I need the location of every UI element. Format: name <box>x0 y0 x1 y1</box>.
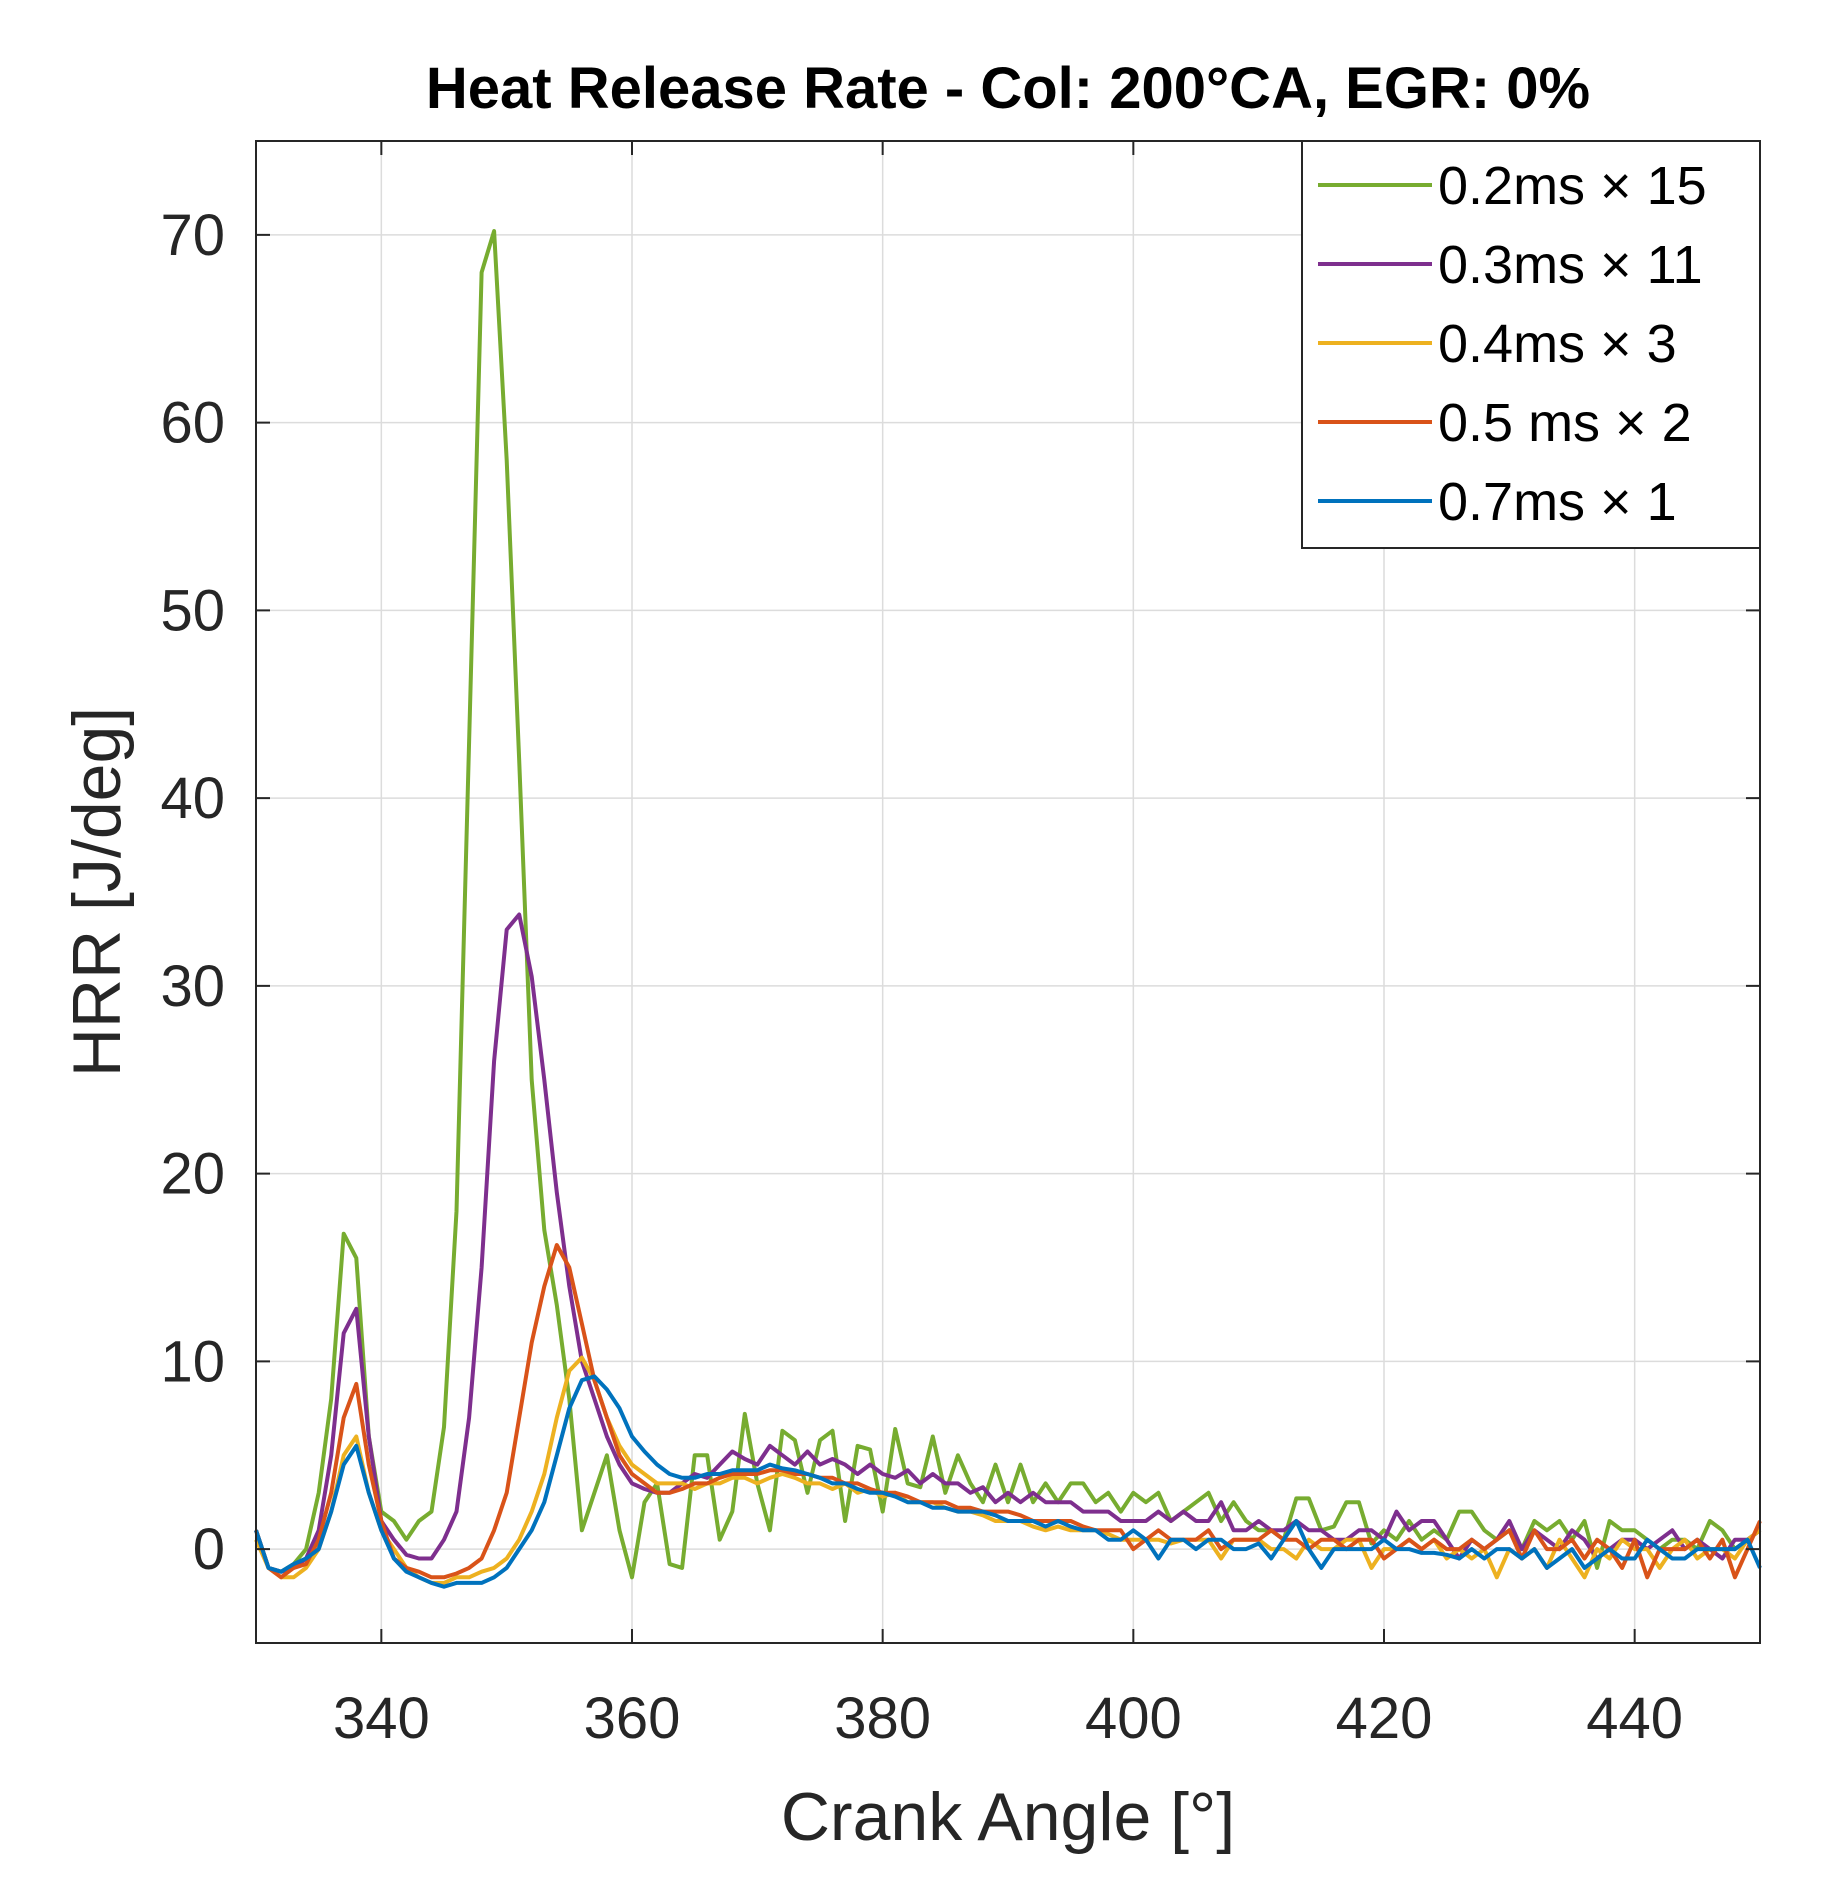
series-line-5 <box>254 1374 1762 1589</box>
chart-title: Heat Release Rate - Col: 200°CA, EGR: 0% <box>426 56 1590 121</box>
y-tick-label: 30 <box>160 954 225 1019</box>
y-tick-label: 20 <box>160 1142 225 1207</box>
y-tick-label: 50 <box>160 578 225 643</box>
y-tick-label: 60 <box>160 391 225 456</box>
y-tick-label: 10 <box>160 1329 225 1394</box>
legend-entry-label: 0.7ms × 1 <box>1438 472 1677 532</box>
legend-entry-label: 0.3ms × 11 <box>1438 235 1703 295</box>
x-tick-label: 420 <box>1336 1686 1433 1751</box>
series-line-2 <box>254 912 1762 1574</box>
legend-entry-label: 0.5 ms × 2 <box>1438 393 1692 453</box>
legend-entry-label: 0.4ms × 3 <box>1438 314 1677 374</box>
series-line-4 <box>254 1243 1762 1580</box>
y-tick-label: 70 <box>160 203 225 268</box>
y-tick-label: 0 <box>193 1517 225 1582</box>
x-tick-label: 380 <box>834 1686 931 1751</box>
legend-entry-label: 0.2ms × 15 <box>1438 156 1707 216</box>
x-tick-label: 440 <box>1586 1686 1683 1751</box>
series-lines <box>254 229 1762 1589</box>
y-axis-label: HRR [J/deg] <box>59 707 135 1077</box>
x-tick-label: 360 <box>584 1686 681 1751</box>
legend: 0.2ms × 15 0.3ms × 11 0.4ms × 3 0.5 ms × 2 0… <box>1301 140 1761 549</box>
grid-lines <box>256 141 1760 1643</box>
axis-ticks: 340 360 380 400 420 440 0 10 20 30 40 50 60 70 <box>160 141 1760 1751</box>
x-axis-label: Crank Angle [°] <box>781 1779 1235 1855</box>
y-tick-label: 40 <box>160 766 225 831</box>
x-tick-label: 400 <box>1085 1686 1182 1751</box>
x-tick-label: 340 <box>333 1686 430 1751</box>
plot-area-frame <box>255 140 1761 1644</box>
